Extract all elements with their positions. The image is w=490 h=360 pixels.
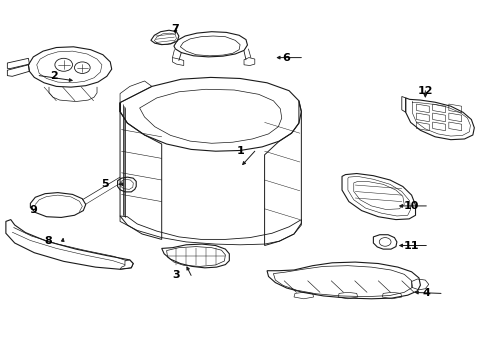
Text: 12: 12 — [417, 86, 433, 96]
Text: 5: 5 — [101, 179, 109, 189]
Text: 7: 7 — [172, 24, 179, 34]
Text: 10: 10 — [404, 201, 419, 211]
Text: 3: 3 — [172, 270, 180, 280]
Text: 8: 8 — [44, 236, 52, 246]
Text: 11: 11 — [404, 240, 419, 251]
Text: 4: 4 — [422, 288, 430, 298]
Text: 1: 1 — [236, 146, 244, 156]
Text: 6: 6 — [283, 53, 291, 63]
Text: 2: 2 — [50, 71, 58, 81]
Text: 9: 9 — [29, 204, 37, 215]
